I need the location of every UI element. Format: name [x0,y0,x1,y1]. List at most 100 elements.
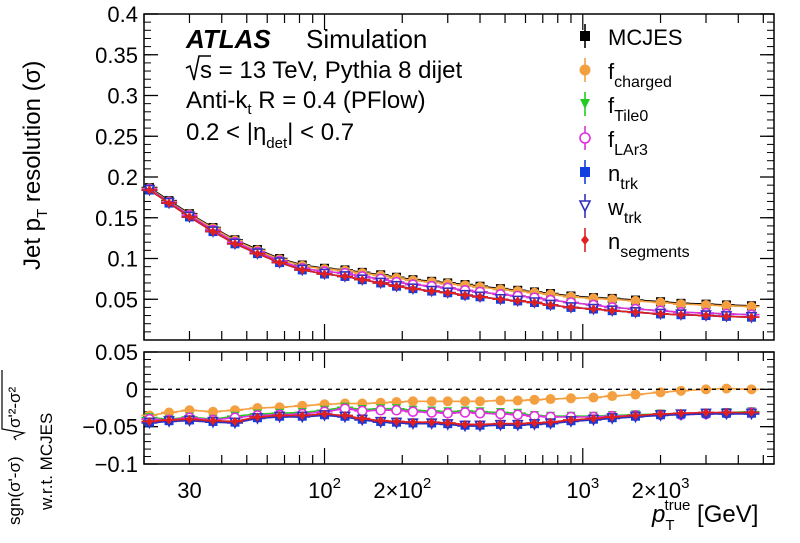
data-point [428,417,436,427]
data-point [320,409,329,419]
data-point [722,311,731,321]
data-point [276,410,284,420]
main-series [141,183,760,324]
x-ticks: 30 102 2×102 103 2×103 [143,14,764,503]
data-point [407,406,419,418]
ratio-plot-frame [143,351,775,465]
ratio-y-axis-title-top: sgn(σ'-σ) [5,456,24,525]
data-point [631,307,640,317]
data-point [444,288,452,298]
data-point [579,64,591,76]
ratio-series [141,383,760,433]
data-point [231,239,239,249]
atlas-text: ATLAS [185,24,271,54]
data-point [407,396,418,407]
data-point [428,286,436,296]
data-point [514,419,522,429]
ratio-y-tick-label: −0.05 [82,415,138,440]
data-point [656,409,665,419]
data-point [145,416,154,426]
data-point [358,413,366,423]
data-point [702,407,710,417]
legend-label: ntrk [608,161,639,193]
main-y-tick-label: 0.25 [95,124,138,149]
data-point [231,416,239,426]
legend-label: nsegments [608,229,690,261]
data-point [512,395,523,406]
data-point [392,281,401,291]
data-point [580,99,590,109]
data-point [460,396,471,407]
legend-item-f_Tile0: fTile0 [580,92,648,125]
data-point [630,389,641,400]
data-point [444,418,452,428]
ratio-y-ticks: 0.05 0 −0.05 −0.1 [82,340,774,477]
data-point [320,269,329,279]
ratio-sqrt-symbol [1,370,27,441]
legend: MCJES fchargedfTile0fLAr3ntrkwtrknsegment… [578,24,690,261]
data-point [580,31,590,41]
sqrt-symbol [185,55,211,81]
data-point [656,309,665,319]
data-point [545,394,556,405]
data-point [298,410,306,420]
data-point [253,249,262,259]
data-point [145,185,154,195]
algo-label: Anti-kt R = 0.4 (PFlow) [186,87,426,118]
data-point [530,298,539,308]
data-point [185,414,194,424]
legend-item-f_LAr3: fLAr3 [579,126,648,159]
ratio-y-axis-title-sqrt: σ'²-σ² [1,370,27,441]
data-point [747,407,756,417]
legend-label: fcharged [608,59,672,91]
data-point [476,419,484,429]
data-point [165,198,173,208]
data-point [702,311,710,321]
data-point [578,200,592,213]
main-y-ticks: 0.4 0.35 0.3 0.25 0.2 0.15 0.1 0.05 [95,2,774,333]
data-point [208,406,219,417]
legend-item-w_trk: wtrk [578,194,643,227]
data-point [475,396,486,407]
data-point [631,410,640,420]
data-point [512,409,524,421]
ratio-y-tick-label: 0 [126,377,138,402]
energy-text: s = 13 TeV, Pythia 8 dijet [200,57,463,84]
data-point [209,227,217,237]
data-point [426,396,437,407]
svg-text:σ'²-σ²: σ'²-σ² [5,386,24,428]
legend-item-n_segments: nsegments [581,228,690,261]
data-point [608,412,616,422]
data-point [476,292,484,302]
data-point [677,408,685,418]
data-point [608,306,616,316]
legend-item-f_charged: fcharged [579,58,672,91]
x-axis-title: pTtrue [GeV] [651,497,758,534]
main-y-tick-label: 0.3 [107,84,138,109]
x-tick-label: 2×103 [632,475,690,503]
x-tick-label: 102 [308,475,341,503]
data-point [607,391,618,402]
main-y-tick-label: 0.35 [95,43,138,68]
legend-label: fTile0 [608,93,648,125]
data-point [567,415,575,425]
data-point [377,278,385,288]
data-point [426,407,437,418]
legend-item-n_trk: ntrk [580,160,639,193]
data-point [580,167,590,177]
series-f_charged [141,383,760,421]
data-point [442,396,453,407]
data-point [253,412,262,422]
data-point [675,385,686,396]
data-point [375,404,386,416]
x-tick-label: 103 [566,475,599,503]
energy-label: s = 13 TeV, Pythia 8 dijet [185,55,463,84]
data-point [165,415,173,425]
data-point [630,295,641,306]
data-point [298,265,306,275]
data-point [495,395,506,406]
data-point [589,413,598,423]
data-point [529,394,540,405]
legend-item-MCJES: MCJES [580,24,683,50]
